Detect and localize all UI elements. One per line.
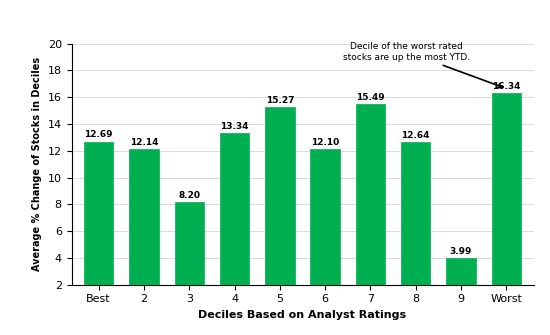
Text: 3.99: 3.99: [450, 247, 472, 256]
Text: 15.49: 15.49: [356, 93, 385, 102]
Bar: [446, 258, 476, 312]
Text: S&P 500 Decile Performance YTD Based on Analyst Ratings for Stocks: S&P 500 Decile Performance YTD Based on …: [42, 10, 508, 23]
Text: 16.34: 16.34: [492, 82, 520, 90]
X-axis label: Deciles Based on Analyst Ratings: Deciles Based on Analyst Ratings: [199, 310, 406, 320]
Bar: [492, 92, 521, 312]
Bar: [129, 149, 159, 312]
Bar: [401, 142, 431, 312]
Bar: [220, 133, 249, 312]
Text: 13.34: 13.34: [221, 122, 249, 131]
Y-axis label: Average % Change of Stocks in Deciles: Average % Change of Stocks in Deciles: [32, 57, 42, 271]
Text: 12.69: 12.69: [85, 131, 113, 139]
Bar: [174, 202, 204, 312]
Text: 12.14: 12.14: [130, 138, 158, 147]
Bar: [84, 141, 113, 312]
Bar: [265, 107, 295, 312]
Bar: [356, 104, 385, 312]
Text: 12.10: 12.10: [311, 138, 339, 147]
Bar: [310, 149, 340, 312]
Text: 8.20: 8.20: [178, 191, 200, 200]
Text: 12.64: 12.64: [402, 131, 430, 140]
Text: Decile of the worst rated
stocks are up the most YTD.: Decile of the worst rated stocks are up …: [343, 42, 502, 87]
Text: 15.27: 15.27: [266, 96, 294, 105]
